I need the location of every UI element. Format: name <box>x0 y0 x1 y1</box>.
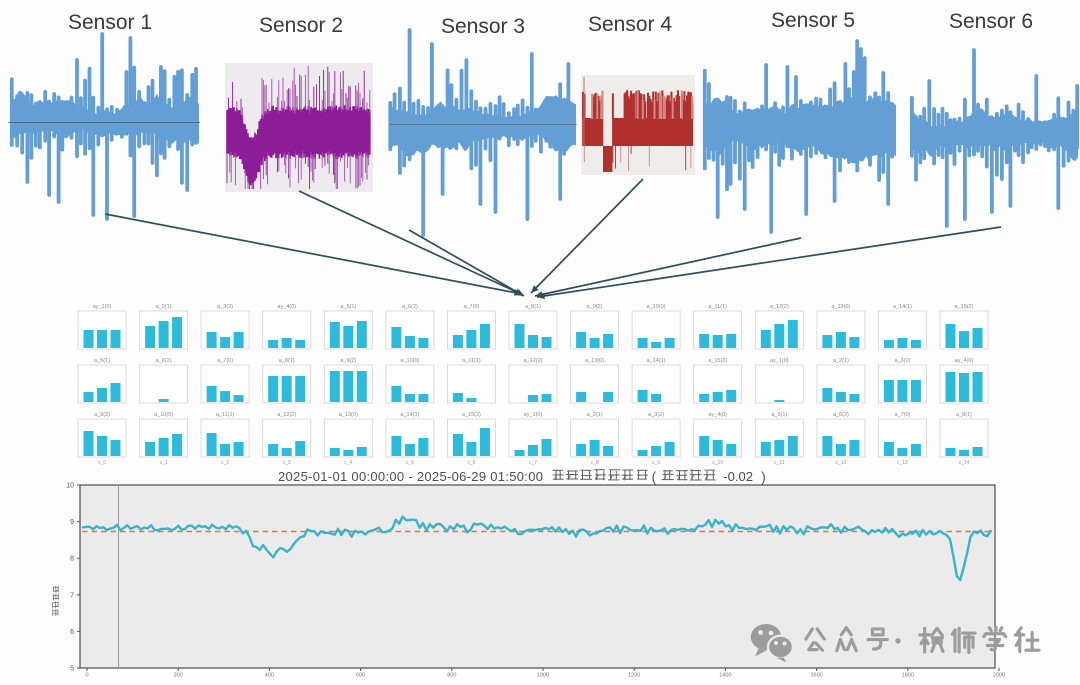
svg-text:c_1: c_1 <box>160 460 168 466</box>
svg-text:Sensor 4: Sensor 4 <box>588 13 672 36</box>
svg-text:a_5(1): a_5(1) <box>340 304 356 310</box>
svg-text:a_2(1): a_2(1) <box>587 412 603 418</box>
svg-text:2025-01-01 00:00:00 - 2025-06-: 2025-01-01 00:00:00 - 2025-06-29 01:50:0… <box>278 469 543 484</box>
svg-text:Sensor 2: Sensor 2 <box>259 14 343 37</box>
svg-text:c_11: c_11 <box>774 460 785 466</box>
svg-text:Sensor 1: Sensor 1 <box>68 11 152 34</box>
svg-text:0: 0 <box>85 673 88 679</box>
svg-text:ay_1(0): ay_1(0) <box>770 358 789 364</box>
svg-text:a_11(1): a_11(1) <box>216 412 235 418</box>
svg-text:a_3(2): a_3(2) <box>894 358 910 364</box>
svg-text:a_2(1): a_2(1) <box>833 358 849 364</box>
svg-text:Sensor 3: Sensor 3 <box>441 15 525 38</box>
svg-text:a_2(1): a_2(1) <box>156 304 172 310</box>
svg-text:400: 400 <box>265 673 274 679</box>
svg-text:a_6(2): a_6(2) <box>402 304 418 310</box>
svg-text:a_5(1): a_5(1) <box>771 412 787 418</box>
svg-text:c_6: c_6 <box>467 460 475 466</box>
svg-text:a_11(1): a_11(1) <box>708 304 727 310</box>
svg-text:ay_4(0): ay_4(0) <box>708 412 727 418</box>
svg-text:a_6(2): a_6(2) <box>833 412 849 418</box>
svg-text:6: 6 <box>70 629 74 636</box>
svg-text:ay_1(0): ay_1(0) <box>524 412 543 418</box>
svg-text:a_8(1): a_8(1) <box>279 358 295 364</box>
svg-text:a_9(2): a_9(2) <box>587 304 603 310</box>
svg-text:a_5(1): a_5(1) <box>94 358 110 364</box>
svg-text:c_14: c_14 <box>959 460 970 466</box>
svg-text:9: 9 <box>70 519 74 526</box>
svg-text:c_9: c_9 <box>652 460 660 466</box>
svg-text:ay_1(0): ay_1(0) <box>93 304 112 310</box>
svg-text:a_15(2): a_15(2) <box>955 304 974 310</box>
svg-text:5: 5 <box>70 666 74 673</box>
svg-text:1800: 1800 <box>902 673 914 679</box>
svg-text:1200: 1200 <box>628 673 640 679</box>
svg-text:600: 600 <box>356 673 365 679</box>
svg-text:a_10(0): a_10(0) <box>154 412 173 418</box>
svg-text:a_8(1): a_8(1) <box>525 304 541 310</box>
svg-text:200: 200 <box>174 673 183 679</box>
svg-text:a_3(2): a_3(2) <box>217 304 233 310</box>
svg-text:a_3(2): a_3(2) <box>648 412 664 418</box>
svg-text:a_12(2): a_12(2) <box>277 412 296 418</box>
svg-text:a_12(2): a_12(2) <box>770 304 789 310</box>
svg-text:7: 7 <box>70 592 74 599</box>
svg-text:c_4: c_4 <box>344 460 352 466</box>
svg-text:10: 10 <box>66 483 74 490</box>
svg-text:a_12(2): a_12(2) <box>524 358 543 364</box>
svg-text:800: 800 <box>447 673 456 679</box>
svg-text:a_6(2): a_6(2) <box>156 358 172 364</box>
svg-text:8: 8 <box>70 556 74 563</box>
svg-text:1600: 1600 <box>810 673 822 679</box>
svg-text:): ) <box>761 470 766 485</box>
svg-text:a_13(0): a_13(0) <box>585 358 604 364</box>
svg-text:Sensor 5: Sensor 5 <box>771 9 855 32</box>
svg-text:c_7: c_7 <box>529 460 537 466</box>
svg-text:a_9(2): a_9(2) <box>340 358 356 364</box>
svg-text:c_8: c_8 <box>591 460 599 466</box>
svg-text:a_7(0): a_7(0) <box>217 358 233 364</box>
svg-text:a_9(2): a_9(2) <box>94 412 110 418</box>
svg-text:a_15(2): a_15(2) <box>462 412 481 418</box>
svg-text:a_13(0): a_13(0) <box>339 412 358 418</box>
svg-text:a_8(1): a_8(1) <box>956 412 972 418</box>
svg-text:1400: 1400 <box>719 673 731 679</box>
svg-text:(: ( <box>652 470 657 485</box>
svg-text:ay_4(0): ay_4(0) <box>955 358 974 364</box>
svg-text:a_7(0): a_7(0) <box>894 412 910 418</box>
svg-text:a_14(1): a_14(1) <box>647 358 666 364</box>
svg-text:c_13: c_13 <box>897 460 908 466</box>
svg-text:a_7(0): a_7(0) <box>463 304 479 310</box>
svg-text:ay_4(0): ay_4(0) <box>277 304 296 310</box>
svg-text:c_5: c_5 <box>406 460 414 466</box>
svg-text:a_11(1): a_11(1) <box>462 358 481 364</box>
svg-text:-0.02: -0.02 <box>723 469 753 484</box>
svg-text:c_3: c_3 <box>283 460 291 466</box>
svg-text:a_10(0): a_10(0) <box>647 304 666 310</box>
svg-text:c_10: c_10 <box>712 460 723 466</box>
svg-text:a_14(1): a_14(1) <box>400 412 419 418</box>
svg-text:c_2: c_2 <box>221 460 229 466</box>
svg-text:a_14(1): a_14(1) <box>893 304 912 310</box>
svg-text:2000: 2000 <box>993 673 1005 679</box>
svg-text:a_10(0): a_10(0) <box>400 358 419 364</box>
svg-text:Sensor 6: Sensor 6 <box>949 10 1033 33</box>
svg-text:a_15(2): a_15(2) <box>708 358 727 364</box>
svg-text:c_0: c_0 <box>98 460 106 466</box>
svg-text:a_13(0): a_13(0) <box>831 304 850 310</box>
svg-text:c_12: c_12 <box>835 460 846 466</box>
svg-text:1000: 1000 <box>537 673 549 679</box>
